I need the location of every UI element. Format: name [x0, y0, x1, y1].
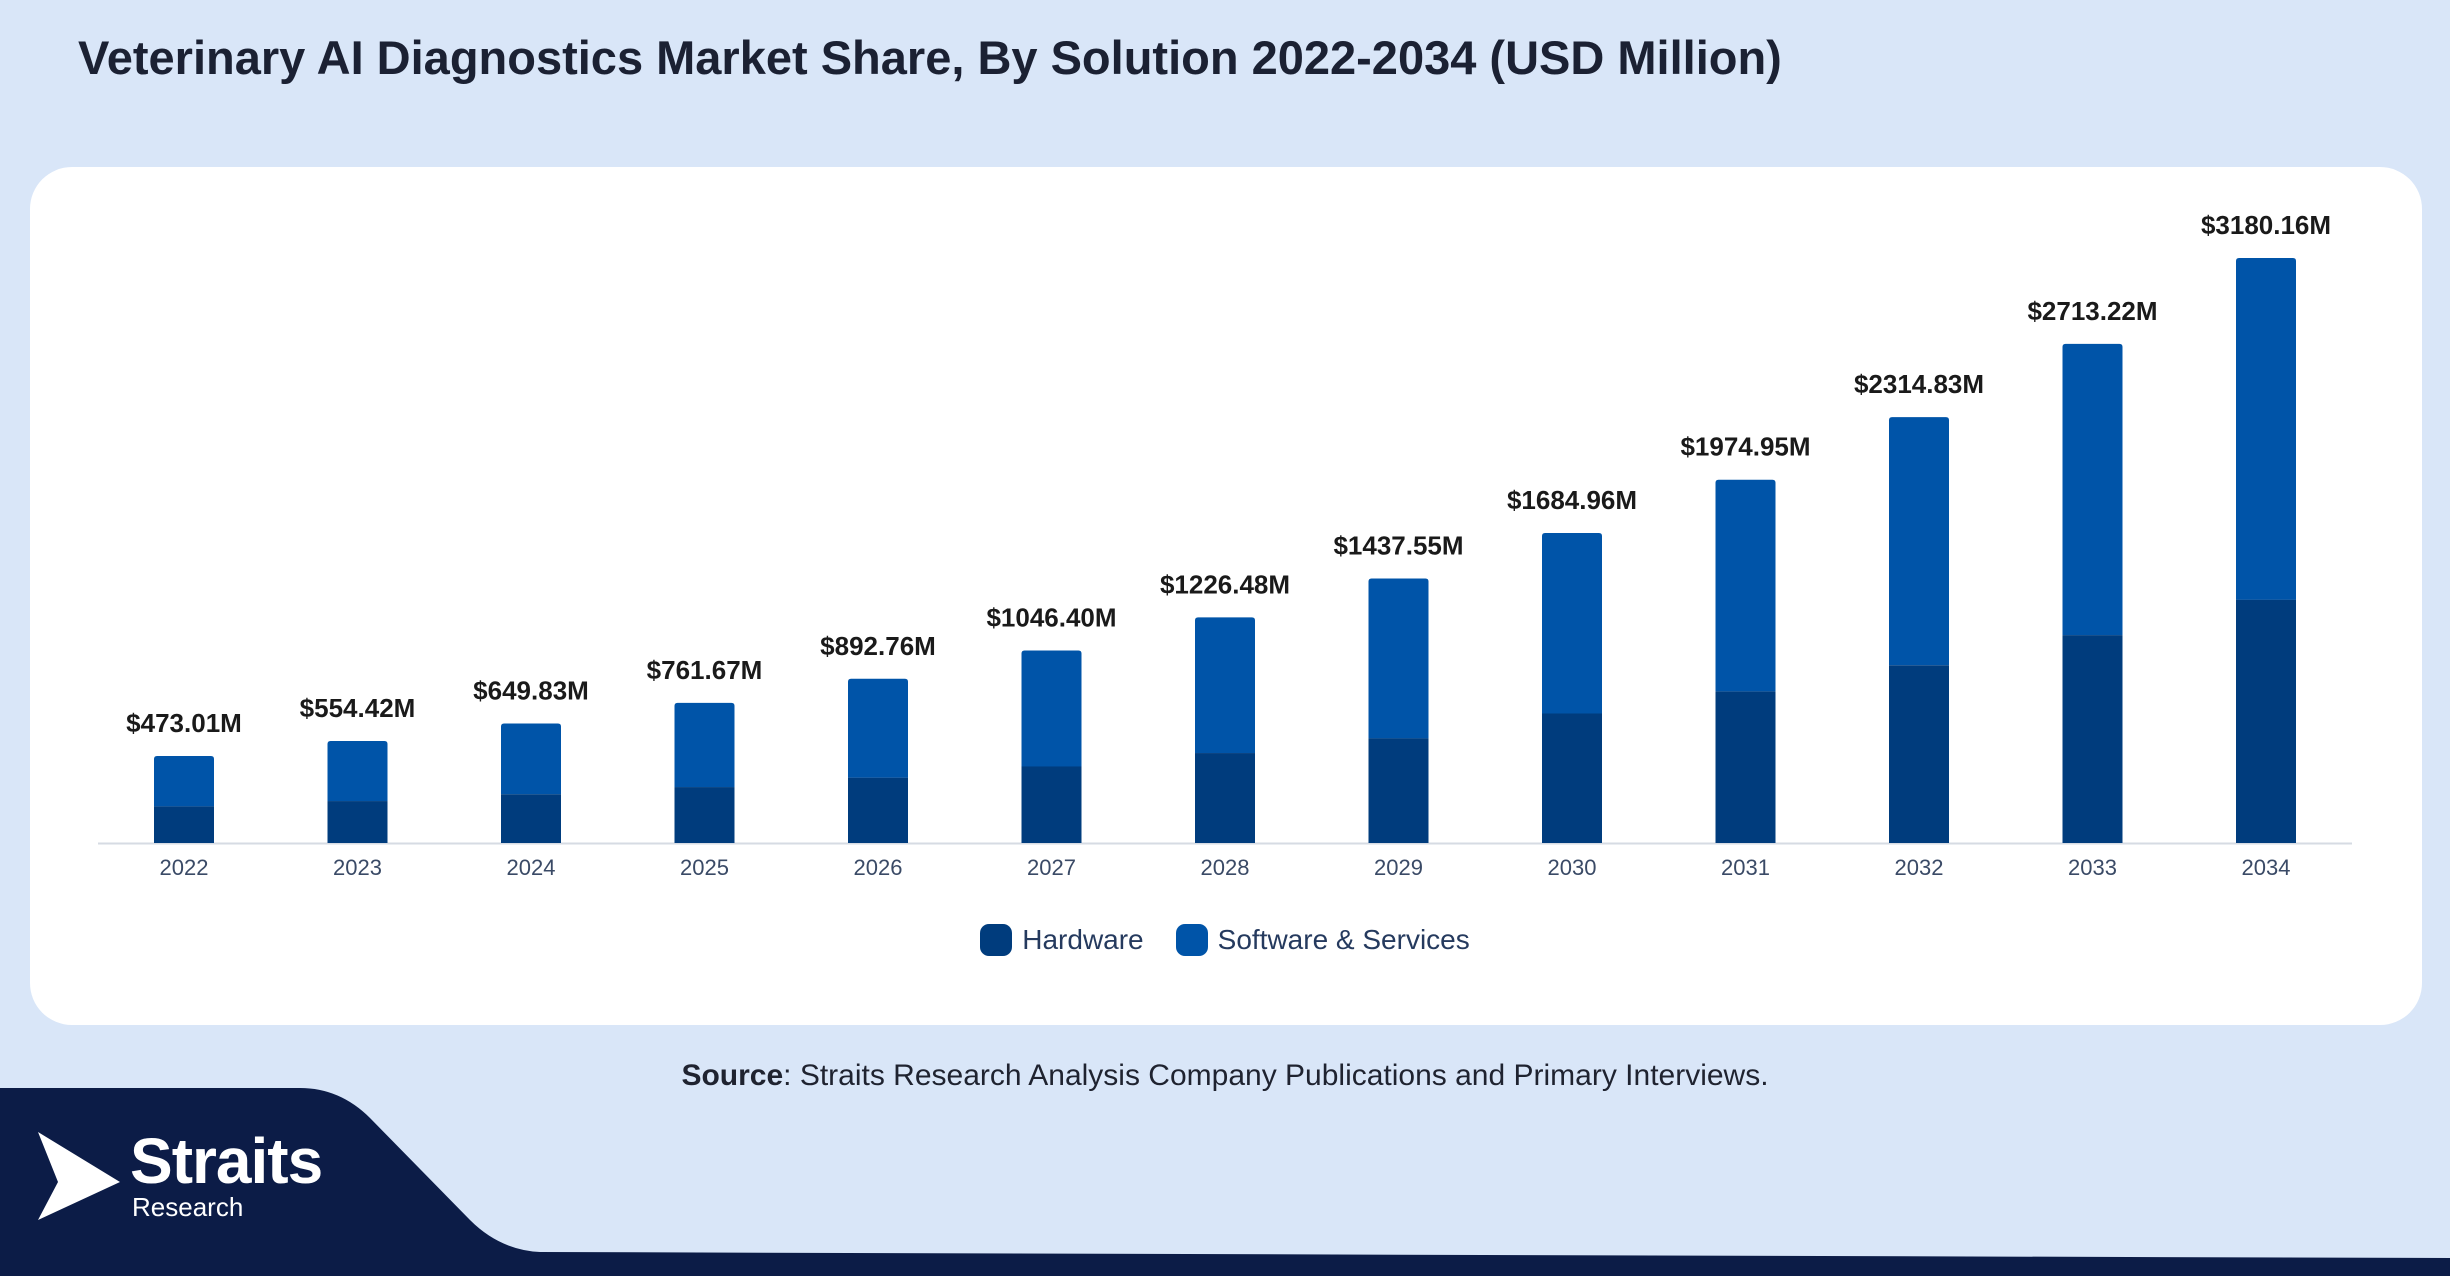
bar-hardware-2027: [1021, 766, 1082, 843]
bar-software-2032: [1889, 417, 1949, 666]
x-tick-label-2022: 2022: [160, 855, 209, 880]
source-label: Source: [681, 1059, 784, 1092]
footer-light-band: [0, 1030, 2450, 1276]
x-tick-label-2023: 2023: [333, 855, 382, 880]
legend-label-software: Software & Services: [1217, 924, 1470, 955]
bar-hardware-2026: [848, 777, 908, 843]
x-tick-label-2024: 2024: [507, 855, 556, 880]
bar-hardware-2030: [1542, 713, 1602, 843]
data-label-2031: $1974.95M: [1680, 432, 1810, 462]
legend-item-hardware: Hardware: [980, 924, 1144, 956]
logo-word: Straits: [130, 1125, 323, 1197]
data-label-2032: $2314.83M: [1854, 369, 1984, 399]
legend-swatch-software: [1175, 924, 1208, 956]
bar-software-2030: [1542, 533, 1602, 714]
source-text: : Straits Research Analysis Company Publ…: [783, 1059, 1769, 1092]
bar-hardware-2022: [154, 806, 214, 843]
bar-hardware-2033: [2062, 635, 2123, 843]
bar-hardware-2031: [1715, 691, 1776, 843]
legend-item-software: Software & Services: [1175, 924, 1470, 956]
data-label-2029: $1437.55M: [1333, 531, 1463, 561]
x-tick-label-2026: 2026: [854, 855, 903, 880]
bar-hardware-2028: [1195, 753, 1255, 843]
data-label-2027: $1046.40M: [986, 603, 1116, 633]
data-label-2033: $2713.22M: [2027, 296, 2157, 326]
data-label-2025: $761.67M: [647, 655, 763, 685]
bar-software-2025: [674, 702, 735, 788]
x-tick-label-2031: 2031: [1721, 855, 1770, 880]
straits-logo: Straits Research: [36, 1125, 356, 1230]
bar-hardware-2025: [674, 787, 735, 843]
bar-software-2028: [1195, 617, 1255, 754]
footer-dark-band: [0, 1088, 2450, 1276]
bar-software-2024: [501, 723, 561, 795]
x-tick-label-2034: 2034: [2242, 855, 2291, 880]
bar-software-2027: [1021, 650, 1082, 767]
bar-software-2029: [1368, 578, 1429, 739]
bar-hardware-2032: [1889, 665, 1949, 843]
bar-software-2023: [327, 741, 388, 802]
bar-software-2031: [1715, 479, 1776, 692]
data-label-2030: $1684.96M: [1507, 485, 1637, 515]
bar-hardware-2029: [1368, 738, 1429, 843]
bar-hardware-2024: [501, 794, 561, 843]
data-label-2026: $892.76M: [820, 631, 936, 661]
x-tick-label-2027: 2027: [1027, 855, 1076, 880]
bar-software-2033: [2062, 343, 2123, 636]
bar-hardware-2034: [2236, 599, 2296, 843]
legend: Hardware Software & Services: [0, 924, 2450, 956]
bar-software-2026: [848, 678, 908, 778]
legend-label-hardware: Hardware: [1022, 924, 1144, 955]
data-label-2022: $473.01M: [126, 708, 242, 738]
straits-arrow-icon: [38, 1132, 120, 1220]
x-tick-label-2028: 2028: [1201, 855, 1250, 880]
chart-card: [30, 167, 2422, 1025]
data-label-2028: $1226.48M: [1160, 569, 1290, 599]
legend-swatch-hardware: [980, 924, 1013, 956]
data-label-2023: $554.42M: [300, 693, 416, 723]
x-tick-label-2029: 2029: [1374, 855, 1423, 880]
source-note: Source: Straits Research Analysis Compan…: [0, 1059, 2450, 1093]
x-tick-label-2025: 2025: [680, 855, 729, 880]
bar-hardware-2023: [327, 801, 388, 843]
bar-software-2022: [154, 755, 214, 807]
logo-sub: Research: [132, 1192, 244, 1222]
chart-title: Veterinary AI Diagnostics Market Share, …: [78, 31, 1782, 84]
x-tick-label-2033: 2033: [2068, 855, 2117, 880]
x-tick-label-2030: 2030: [1548, 855, 1597, 880]
x-tick-label-2032: 2032: [1895, 855, 1944, 880]
data-label-2024: $649.83M: [473, 675, 589, 705]
data-label-2034: $3180.16M: [2201, 210, 2331, 240]
bar-software-2034: [2236, 258, 2296, 600]
